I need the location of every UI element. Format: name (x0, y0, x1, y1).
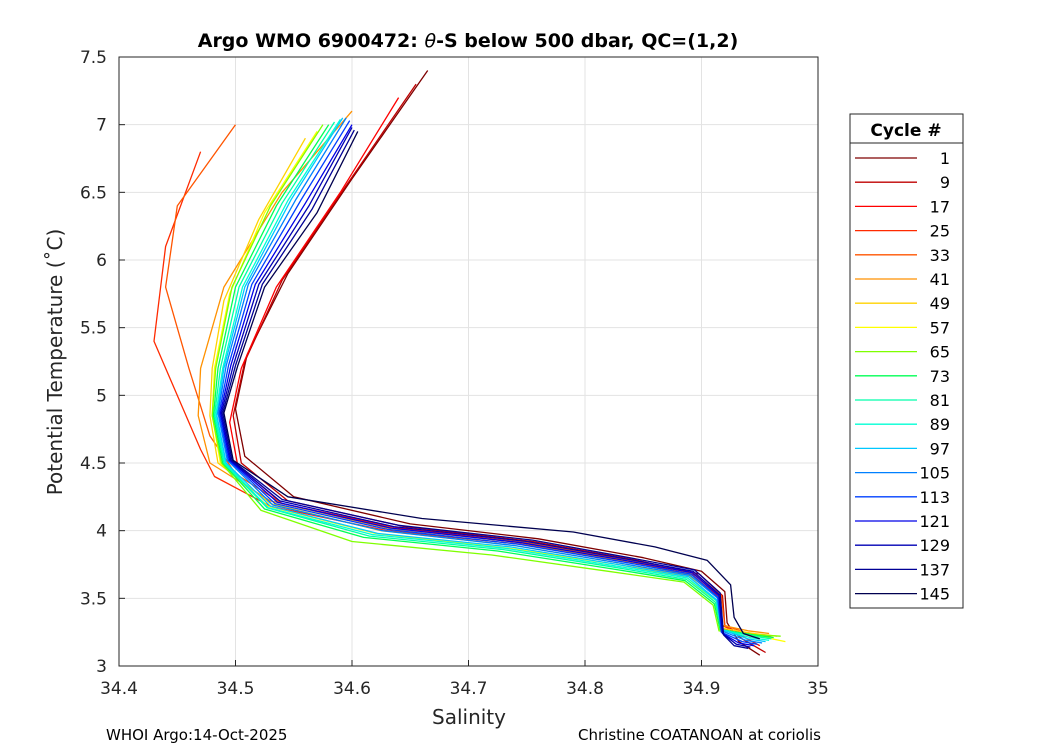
x-tick-label: 34.4 (100, 679, 138, 699)
legend-entry: 9 (855, 173, 950, 192)
legend-entry: 121 (855, 512, 950, 531)
y-tick-label: 4 (96, 522, 107, 542)
series-line-cycle-137 (222, 129, 749, 650)
legend-entry: 41 (855, 270, 950, 289)
legend-entry: 57 (855, 318, 950, 337)
legend-entry: 65 (855, 343, 950, 362)
y-tick-label: 3 (96, 657, 107, 677)
legend-label: 105 (919, 464, 950, 483)
legend-label: 73 (930, 367, 950, 386)
series-line-cycle-1 (234, 70, 761, 656)
legend-entry: 145 (855, 585, 950, 604)
axis-ticks: 34.4 34.5 34.6 34.7 34.8 34.9 35 3 3.5 4 4.5 5 5.5 6 6… (80, 48, 829, 699)
legend-label: 25 (930, 222, 950, 241)
plot-area: 34.4 34.5 34.6 34.7 34.8 34.9 35 3 3.5 4 4.5 5 5.5 6 6… (80, 48, 829, 699)
legend-entry: 129 (855, 536, 950, 555)
y-axis-label: Potential Temperature (˚C) (43, 229, 67, 496)
series-line-cycle-73 (212, 124, 774, 639)
y-tick-label: 6 (96, 251, 107, 271)
legend-label: 137 (919, 560, 950, 579)
legend-label: 129 (919, 536, 950, 555)
legend-label: 49 (930, 294, 950, 313)
series-line-cycle-65 (211, 124, 781, 637)
x-tick-label: 34.6 (333, 679, 371, 699)
legend-label: 57 (930, 318, 950, 337)
legend-title: Cycle # (870, 121, 941, 141)
legend-label: 1 (940, 149, 950, 168)
y-tick-label: 5.5 (80, 319, 107, 339)
legend-label: 41 (930, 270, 950, 289)
legend-entry: 17 (855, 197, 950, 216)
legend-entry: 89 (855, 415, 950, 434)
y-tick-label: 7.5 (80, 48, 107, 68)
legend-label: 9 (940, 173, 950, 192)
y-tick-label: 4.5 (80, 454, 107, 474)
legend-entry: 97 (855, 439, 950, 458)
legend-entry: 137 (855, 560, 950, 579)
legend-entry: 81 (855, 391, 950, 410)
legend: Cycle # 1 9 17 25 33 41 49 57 65 73 81 89 97 105 113 12… (849, 113, 964, 609)
legend-label: 89 (930, 415, 950, 434)
legend-label: 113 (919, 488, 950, 507)
series-line-cycle-129 (220, 127, 751, 648)
series-group (153, 70, 786, 656)
legend-entry: 25 (855, 222, 950, 241)
legend-entry: 105 (855, 464, 950, 483)
legend-label: 97 (930, 439, 950, 458)
legend-entry: 49 (855, 294, 950, 313)
footer-right: Christine COATANOAN at coriolis (578, 726, 821, 744)
chart-title: Argo WMO 6900472: θ-S below 500 dbar, QC… (198, 30, 739, 52)
y-tick-label: 3.5 (80, 589, 107, 609)
legend-entry: 33 (855, 246, 950, 265)
footer-left: WHOI Argo:14-Oct-2025 (106, 726, 287, 744)
legend-label: 145 (919, 585, 950, 604)
x-tick-label: 34.7 (450, 679, 488, 699)
legend-entry: 113 (855, 488, 950, 507)
y-tick-label: 7 (96, 116, 107, 136)
legend-items: 1 9 17 25 33 41 49 57 65 73 81 89 97 105 113 121 129 137 1… (855, 149, 950, 604)
legend-box (849, 113, 964, 609)
x-tick-label: 35 (807, 679, 829, 699)
series-line-cycle-145 (223, 131, 761, 640)
y-tick-label: 6.5 (80, 183, 107, 203)
x-tick-label: 34.8 (566, 679, 604, 699)
legend-label: 121 (919, 512, 950, 531)
legend-label: 33 (930, 246, 950, 265)
legend-entry: 1 (855, 149, 950, 168)
legend-label: 81 (930, 391, 950, 410)
legend-label: 17 (930, 197, 950, 216)
x-axis-label: Salinity (432, 705, 506, 729)
series-line-cycle-113 (218, 120, 758, 645)
legend-entry: 73 (855, 367, 950, 386)
x-tick-label: 34.5 (217, 679, 255, 699)
x-tick-label: 34.9 (683, 679, 721, 699)
y-tick-label: 5 (96, 386, 107, 406)
legend-label: 65 (930, 343, 950, 362)
